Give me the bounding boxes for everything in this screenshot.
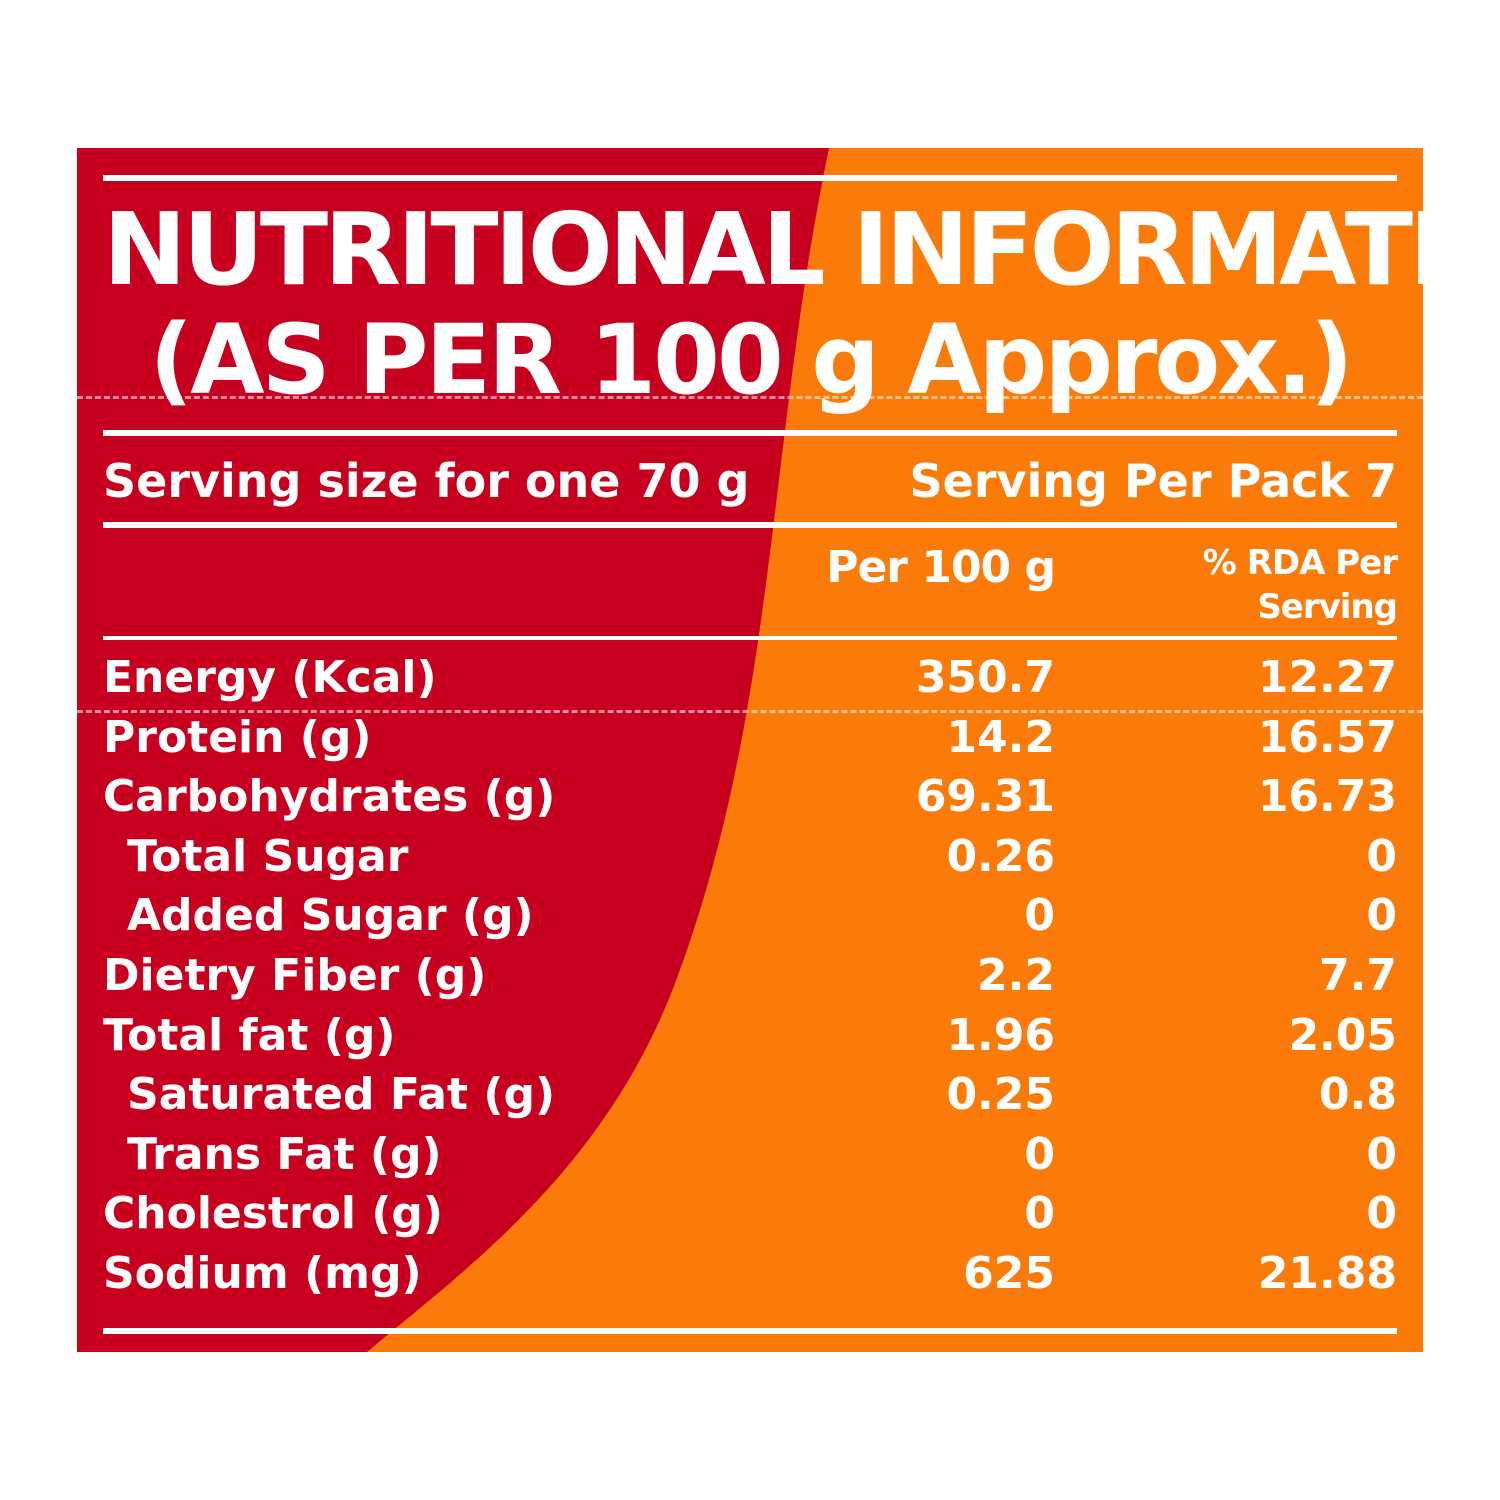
nutrient-label: Energy (Kcal) [103, 652, 437, 703]
column-header-rda-line-2: Serving [1257, 587, 1398, 627]
value-rda-per-serving: 0 [1366, 1128, 1397, 1180]
value-rda-per-serving: 16.73 [1257, 771, 1397, 823]
nutrient-label: Trans Fat (g) [127, 1128, 442, 1180]
value-rda-per-serving: 7.7 [1319, 950, 1397, 1001]
value-per-100g: 0.25 [946, 1069, 1055, 1121]
nutrient-label: Added Sugar (g) [127, 890, 534, 942]
nutrient-label: Protein (g) [103, 711, 372, 763]
title-line-1: NUTRITIONAL INFORMATION [103, 191, 1423, 308]
value-per-100g: 0 [1024, 1128, 1055, 1180]
title-dashed-divider [77, 396, 1423, 399]
nutrient-row: Energy (Kcal) 350.7 12.27 [77, 648, 1423, 708]
value-per-100g: 625 [963, 1248, 1055, 1299]
red-curved-background [77, 148, 829, 1352]
nutrient-label: Saturated Fat (g) [127, 1069, 556, 1121]
rule-under-serving [103, 522, 1397, 528]
value-rda-per-serving: 0 [1366, 890, 1397, 942]
nutrient-label: Dietry Fiber (g) [103, 950, 487, 1001]
nutrient-row: Saturated Fat (g) 0.25 0.8 [77, 1065, 1423, 1125]
value-rda-per-serving: 0 [1366, 1188, 1397, 1240]
value-per-100g: 69.31 [915, 771, 1055, 823]
nutrient-row: Total fat (g) 1.96 2.05 [77, 1006, 1423, 1066]
value-rda-per-serving: 12.27 [1257, 652, 1397, 703]
nutrient-row: Added Sugar (g) 0 0 [77, 886, 1423, 946]
column-header-rda-line-1: % RDA Per [1202, 543, 1398, 583]
nutrient-row: Trans Fat (g) 0 0 [77, 1125, 1423, 1185]
nutrient-label: Total Sugar [127, 830, 409, 882]
value-per-100g: 350.7 [915, 652, 1055, 703]
value-per-100g: 2.2 [977, 950, 1055, 1001]
title-line-2: (AS PER 100 g Approx.) [149, 304, 1353, 416]
nutrient-row: Protein (g) 14.2 16.57 [77, 708, 1423, 768]
energy-dashed-divider [77, 710, 1423, 713]
rule-under-title [103, 430, 1397, 436]
column-header-per-100g: Per 100 g [826, 542, 1056, 593]
nutrient-row: Dietry Fiber (g) 2.2 7.7 [77, 946, 1423, 1006]
top-rule [103, 175, 1397, 181]
nutrient-row: Total Sugar 0.26 0 [77, 827, 1423, 887]
nutrient-row: Cholestrol (g) 0 0 [77, 1184, 1423, 1244]
nutrient-label: Carbohydrates (g) [103, 771, 556, 823]
value-per-100g: 14.2 [946, 711, 1055, 763]
panel-background [77, 148, 1423, 1352]
value-per-100g: 0 [1024, 1188, 1055, 1240]
bottom-rule [103, 1328, 1397, 1334]
value-rda-per-serving: 0.8 [1319, 1069, 1397, 1121]
serving-size: Serving size for one 70 g [103, 454, 750, 508]
value-per-100g: 1.96 [946, 1009, 1055, 1061]
nutrition-panel: NUTRITIONAL INFORMATION (AS PER 100 g Ap… [77, 148, 1423, 1352]
value-rda-per-serving: 16.57 [1257, 711, 1397, 763]
nutrient-label: Cholestrol (g) [103, 1188, 444, 1240]
nutrient-row: Carbohydrates (g) 69.31 16.73 [77, 767, 1423, 827]
nutrient-label: Total fat (g) [103, 1009, 396, 1061]
value-per-100g: 0 [1024, 890, 1055, 942]
rule-under-column-headers [103, 636, 1397, 640]
nutrient-row: Sodium (mg) 625 21.88 [77, 1244, 1423, 1304]
value-per-100g: 0.26 [946, 830, 1055, 882]
value-rda-per-serving: 2.05 [1288, 1009, 1397, 1061]
value-rda-per-serving: 21.88 [1257, 1248, 1397, 1299]
value-rda-per-serving: 0 [1366, 830, 1397, 882]
nutrient-label: Sodium (mg) [103, 1248, 422, 1299]
serving-per-pack: Serving Per Pack 7 [909, 454, 1397, 508]
